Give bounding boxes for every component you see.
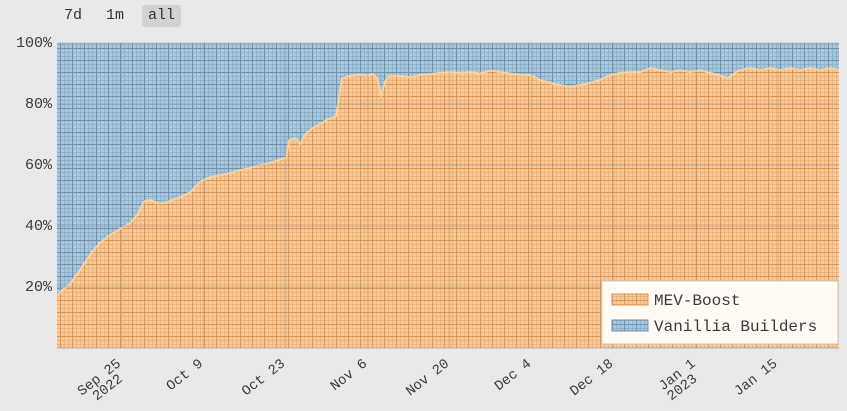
legend-label: MEV-Boost bbox=[654, 292, 740, 310]
x-tick-label: Dec 4 bbox=[492, 356, 535, 394]
legend-swatch-icon bbox=[611, 319, 649, 332]
x-tick-label: Sep 252022 bbox=[75, 356, 133, 406]
x-tick-label: Jan 15 bbox=[731, 356, 781, 400]
x-tick-label: Dec 18 bbox=[567, 356, 617, 400]
x-tick-label: Oct 9 bbox=[164, 356, 207, 394]
x-tick-label: Oct 23 bbox=[239, 356, 289, 400]
x-tick-label: Nov 20 bbox=[403, 356, 453, 400]
plot-area[interactable] bbox=[56, 42, 840, 349]
y-tick-label: 60% bbox=[25, 157, 53, 174]
legend-item[interactable]: MEV-Boost bbox=[611, 292, 740, 310]
legend-swatch-icon bbox=[611, 293, 649, 306]
x-tick-label: Nov 6 bbox=[328, 356, 371, 394]
range-button-7d[interactable]: 7d bbox=[58, 5, 88, 27]
legend-item[interactable]: Vanillia Builders bbox=[611, 318, 817, 336]
x-tick-label: Jan 12023 bbox=[656, 356, 707, 405]
legend-label: Vanillia Builders bbox=[654, 318, 817, 336]
legend-box bbox=[601, 280, 839, 345]
range-button-1m[interactable]: 1m bbox=[100, 5, 130, 27]
legend: MEV-Boost Vanillia Builders bbox=[601, 280, 839, 345]
mev-boost-area bbox=[57, 68, 839, 348]
y-tick-label: 40% bbox=[25, 218, 53, 235]
y-tick-label: 80% bbox=[25, 96, 53, 113]
range-button-all[interactable]: all bbox=[142, 5, 182, 27]
range-selector: 7d 1m all bbox=[58, 5, 182, 27]
y-tick-label: 100% bbox=[16, 35, 53, 52]
y-tick-label: 20% bbox=[25, 279, 53, 296]
mev-boost-boundary-line bbox=[56, 66, 840, 297]
